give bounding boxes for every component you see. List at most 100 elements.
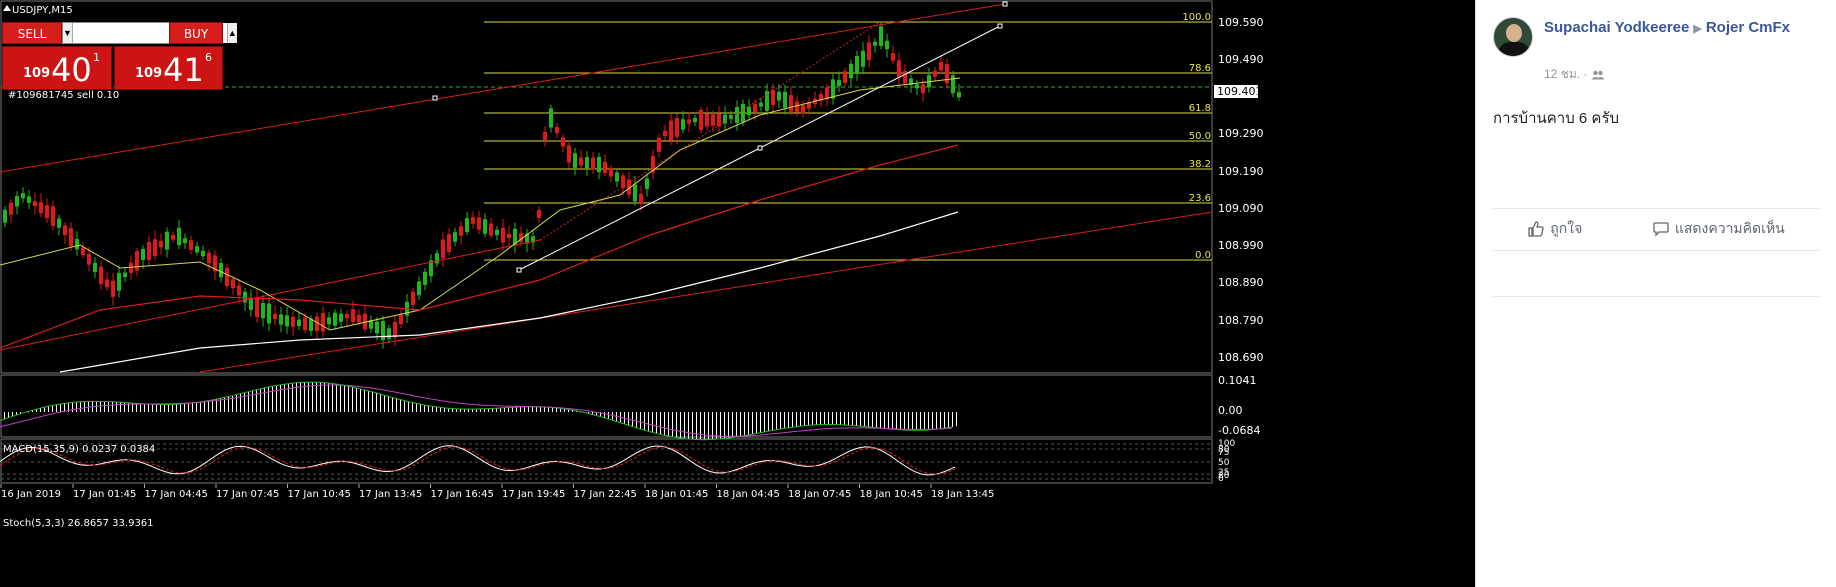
- macd-histogram-bar: [360, 388, 361, 412]
- buy-price-box[interactable]: 109 41 6: [114, 46, 223, 90]
- bear-candle: [687, 119, 691, 124]
- chart-canvas[interactable]: 100.0 78.6 61.8 50.0 38.2 23.6 0.0 109.590 109.…: [0, 0, 1475, 587]
- bear-candle: [807, 101, 811, 109]
- macd-histogram-bar: [884, 412, 885, 429]
- macd-histogram-bar: [392, 397, 393, 412]
- macd-histogram-bar: [712, 412, 713, 440]
- stoch-tick-label: 20: [1218, 471, 1230, 481]
- lot-increase-arrow-icon[interactable]: ▲: [226, 23, 237, 43]
- macd-histogram-bar: [720, 412, 721, 439]
- price-tick-label: 108.990: [1218, 239, 1264, 252]
- macd-histogram-bar: [832, 412, 833, 425]
- macd-histogram-bar: [920, 412, 921, 431]
- bear-candle: [135, 251, 139, 271]
- bull-candle: [429, 260, 433, 277]
- macd-histogram-bar: [512, 407, 513, 412]
- stoch-tick-label: 50: [1218, 458, 1230, 468]
- macd-histogram-bar: [520, 406, 521, 412]
- like-button[interactable]: ถูกใจ: [1528, 218, 1582, 240]
- macd-histogram-bar: [476, 409, 477, 412]
- macd-histogram-bar: [876, 412, 877, 428]
- macd-histogram-bar: [648, 412, 649, 432]
- macd-histogram-bar: [932, 412, 933, 430]
- macd-histogram-bar: [660, 412, 661, 435]
- macd-histogram-bar: [904, 412, 905, 431]
- macd-histogram-bar: [820, 412, 821, 425]
- bull-candle: [279, 314, 283, 325]
- macd-histogram-bar: [324, 382, 325, 412]
- macd-histogram-bar: [176, 404, 177, 412]
- bear-candle: [555, 126, 559, 134]
- bear-candle: [561, 137, 565, 147]
- macd-histogram-bar: [316, 382, 317, 412]
- macd-histogram-bar: [72, 402, 73, 412]
- macd-histogram-bar: [120, 402, 121, 412]
- macd-histogram-bar: [788, 412, 789, 428]
- stoch-tick-label: 75: [1218, 448, 1229, 458]
- macd-histogram-bar: [684, 412, 685, 439]
- bull-candle: [177, 227, 181, 246]
- bear-candle: [51, 206, 55, 227]
- macd-histogram-bar: [32, 410, 33, 412]
- macd-histogram-bar: [524, 406, 525, 412]
- main-panel-frame: [0, 0, 1213, 374]
- fib-level-label: 78.6: [1189, 63, 1211, 74]
- macd-histogram-bar: [716, 412, 717, 440]
- macd-histogram-bar: [312, 382, 313, 412]
- sell-price-big: 40: [51, 51, 92, 89]
- bull-candle: [873, 41, 877, 46]
- post-time[interactable]: 12 ชม.: [1544, 67, 1581, 81]
- bull-candle: [645, 178, 649, 190]
- macd-histogram-bar: [124, 402, 125, 412]
- macd-histogram-bar: [84, 401, 85, 412]
- bull-candle: [741, 103, 745, 123]
- bull-candle: [879, 26, 883, 47]
- macd-signal-line: [0, 384, 953, 437]
- macd-histogram-bar: [732, 412, 733, 438]
- macd-histogram-bar: [552, 407, 553, 412]
- bull-candle: [513, 228, 517, 245]
- macd-histogram-bar: [276, 385, 277, 412]
- post-side-panel: Supachai Yodkeeree ▶ Rojer CmFx 12 ชม. · ก…: [1475, 0, 1836, 587]
- macd-histogram-bar: [548, 407, 549, 412]
- macd-histogram-bar: [532, 406, 533, 412]
- author-link[interactable]: Supachai Yodkeeree: [1544, 19, 1690, 36]
- macd-histogram-bar: [492, 408, 493, 412]
- avatar[interactable]: [1493, 17, 1533, 57]
- sell-price-box[interactable]: 109 40 1: [2, 46, 112, 90]
- bear-candle: [225, 267, 229, 286]
- time-tick-label: 16 Jan 2019: [1, 489, 61, 500]
- bear-candle: [255, 297, 259, 318]
- macd-histogram-bar: [256, 389, 257, 412]
- macd-histogram-bar: [336, 383, 337, 412]
- collapse-triangle-icon[interactable]: [3, 5, 11, 11]
- macd-histogram-bar: [504, 407, 505, 412]
- sell-button[interactable]: SELL: [2, 22, 62, 44]
- macd-histogram-bar: [416, 403, 417, 412]
- time-tick-label: 18 Jan 07:45: [788, 489, 851, 500]
- price-tick-label: 109.290: [1218, 127, 1264, 140]
- lot-decrease-arrow-icon[interactable]: ▼: [63, 23, 73, 43]
- macd-histogram-bar: [772, 412, 773, 431]
- buy-button[interactable]: BUY: [169, 22, 223, 44]
- comment-button[interactable]: แสดงความคิดเห็น: [1653, 218, 1785, 240]
- audience-friends-icon[interactable]: [1591, 70, 1605, 80]
- macd-histogram-bar: [888, 412, 889, 429]
- macd-histogram-bar: [388, 396, 389, 412]
- bull-candle: [75, 238, 79, 250]
- trading-chart[interactable]: 100.0 78.6 61.8 50.0 38.2 23.6 0.0 109.590 109.…: [0, 0, 1475, 587]
- macd-histogram-bar: [348, 386, 349, 412]
- target-link[interactable]: Rojer CmFx: [1705, 19, 1791, 36]
- bear-candle: [801, 105, 805, 114]
- price-tick-label: 109.190: [1218, 165, 1264, 178]
- bear-candle: [471, 217, 475, 224]
- macd-histogram-bar: [668, 412, 669, 437]
- macd-histogram-bar: [180, 404, 181, 412]
- fib-level-label: 100.0: [1182, 12, 1211, 23]
- bear-candle: [825, 87, 829, 100]
- macd-histogram-bar: [612, 412, 613, 421]
- bull-candle: [957, 92, 961, 98]
- bull-candle: [297, 319, 301, 327]
- bull-candle: [849, 63, 853, 79]
- macd-histogram-bar: [20, 412, 21, 414]
